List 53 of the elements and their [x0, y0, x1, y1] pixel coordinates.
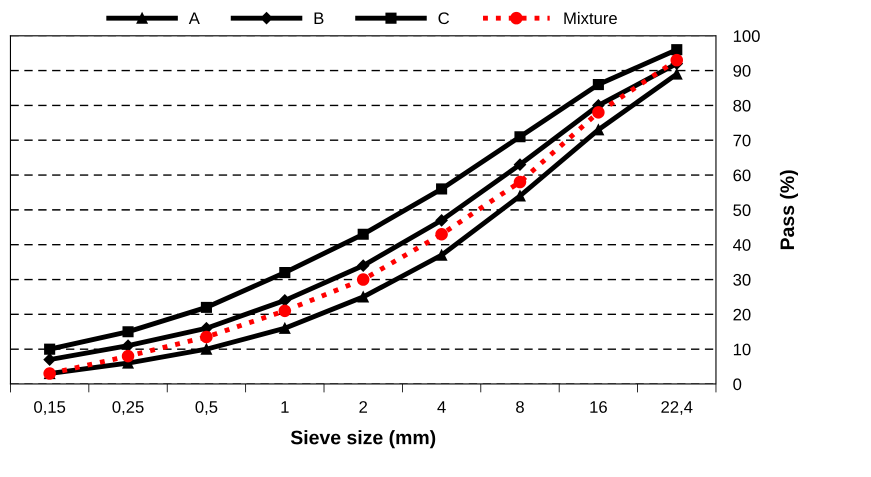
- x-axis-title: Sieve size (mm): [290, 430, 436, 448]
- legend-label: Mixture: [564, 12, 617, 24]
- legend-label: C: [438, 12, 450, 24]
- y-tick-label: 90: [733, 64, 751, 77]
- point: [514, 176, 526, 188]
- x-tick-label: 1: [281, 401, 289, 413]
- point: [200, 302, 212, 313]
- point: [356, 273, 370, 286]
- y-tick-label: 30: [733, 274, 751, 286]
- point: [278, 304, 292, 318]
- x-tick-label: 2: [359, 401, 368, 413]
- point: [357, 259, 370, 272]
- point: [44, 344, 56, 355]
- point: [279, 322, 290, 334]
- point: [592, 78, 604, 90]
- point: [514, 131, 526, 142]
- legend-label: A: [188, 12, 200, 24]
- y-tick-label: 100: [734, 30, 760, 42]
- y-axis-title: Pass (%): [780, 170, 798, 250]
- point: [122, 340, 134, 352]
- y-tick-label: 20: [733, 308, 751, 321]
- x-tick-label: 8: [516, 401, 524, 413]
- y-tick-label: 40: [733, 239, 751, 251]
- point: [200, 344, 212, 355]
- x-tick-label: 4: [437, 401, 446, 413]
- point: [671, 68, 682, 80]
- point: [592, 106, 605, 119]
- y-tick-label: 0: [733, 378, 742, 390]
- point: [200, 330, 213, 344]
- y-tick-label: 70: [733, 134, 751, 146]
- point: [436, 250, 448, 261]
- x-tick-label: 16: [590, 401, 607, 413]
- point: [670, 54, 684, 66]
- y-tick-label: 80: [733, 100, 751, 112]
- point: [671, 44, 682, 56]
- y-tick-label: 50: [733, 204, 751, 216]
- point: [514, 158, 526, 171]
- x-tick-label: 22,4: [661, 401, 692, 415]
- point: [358, 228, 369, 240]
- point: [122, 326, 134, 338]
- point: [435, 228, 448, 241]
- point: [436, 183, 448, 195]
- y-tick-label: 10: [734, 344, 751, 356]
- x-tick-label: 0,25: [112, 401, 144, 415]
- point: [122, 350, 134, 362]
- x-tick-label: 0,5: [195, 401, 218, 415]
- y-tick-label: 60: [733, 169, 751, 182]
- point: [44, 354, 56, 366]
- x-tick-label: 0,15: [34, 401, 66, 415]
- point: [358, 291, 369, 302]
- point: [279, 267, 290, 278]
- point: [436, 214, 448, 226]
- legend-label: B: [314, 12, 324, 24]
